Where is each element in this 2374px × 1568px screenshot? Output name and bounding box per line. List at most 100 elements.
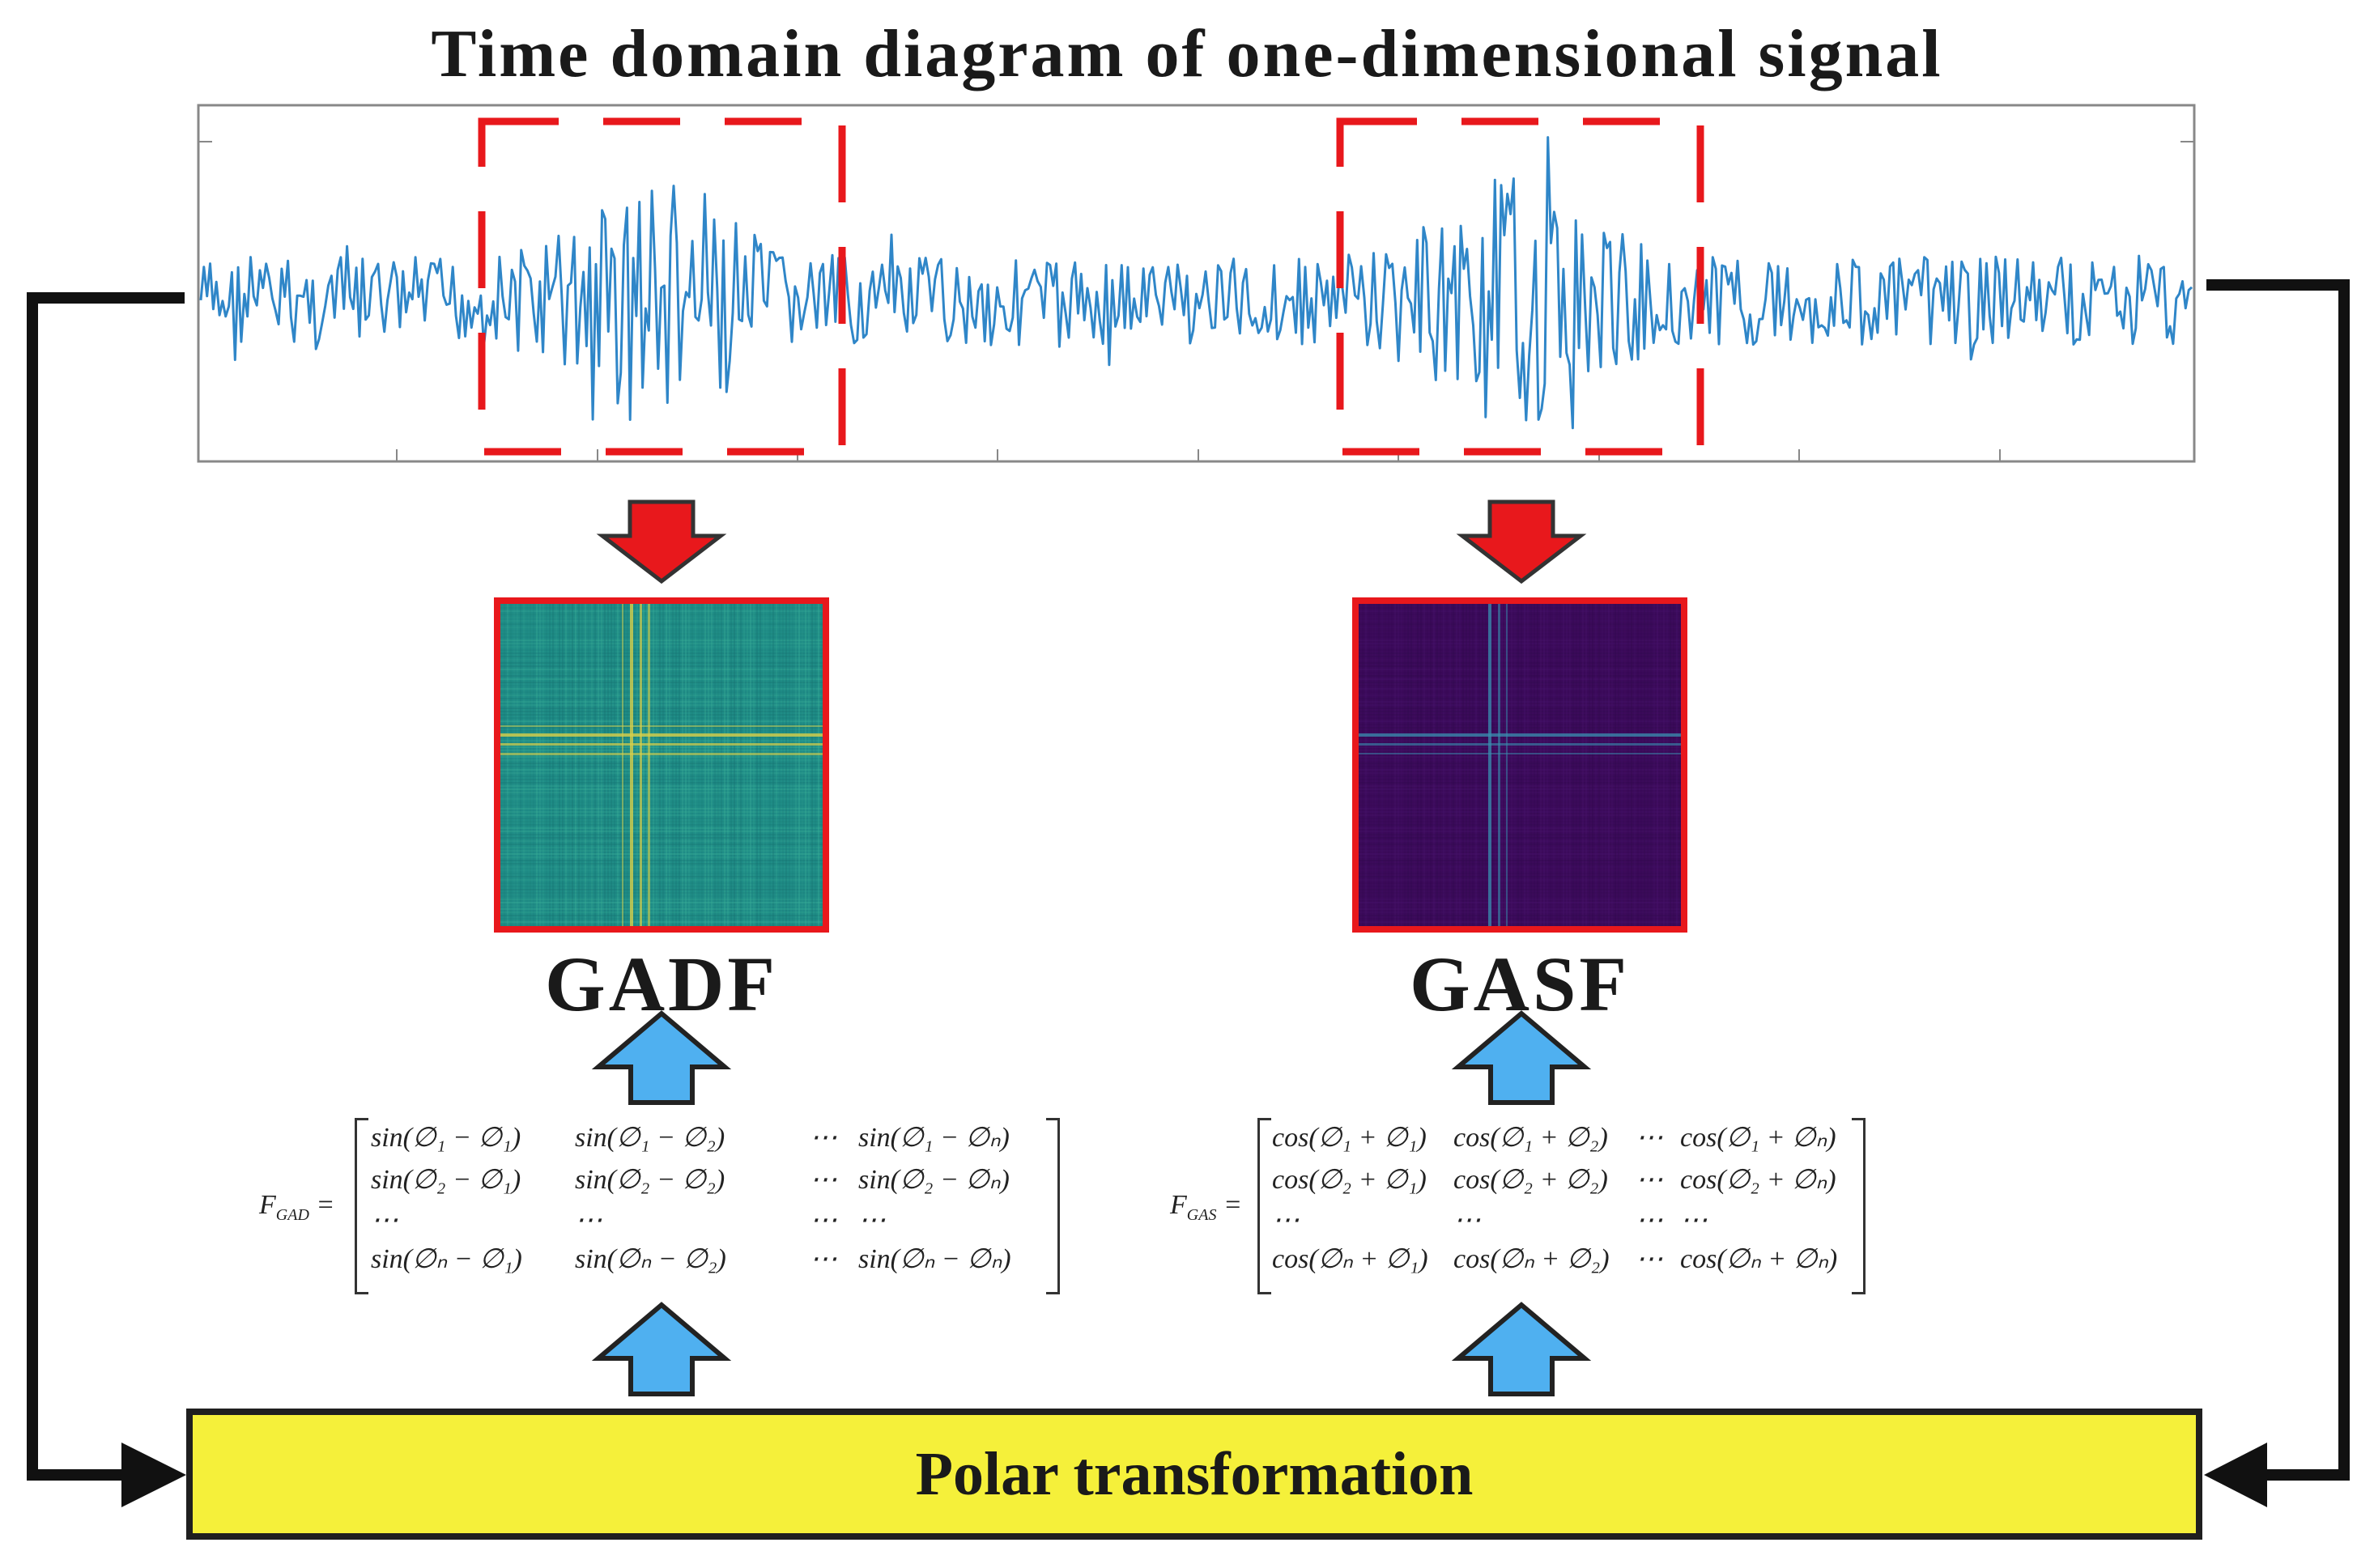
- gaf-texture-line: [1359, 843, 1681, 845]
- gaf-texture-line: [1359, 746, 1681, 748]
- gaf-texture-line: [1359, 620, 1681, 622]
- gaf-texture-line: [500, 811, 823, 813]
- gaf-texture-line: [555, 604, 557, 926]
- gaf-texture-line: [1521, 604, 1522, 926]
- gaf-texture-line: [701, 604, 703, 926]
- gaf-texture-line: [734, 604, 735, 926]
- gaf-texture-line: [500, 843, 823, 845]
- gaf-texture-line: [698, 604, 700, 926]
- matrix-cell: sin(∅ₙ − ∅₁): [371, 1244, 522, 1274]
- gaf-texture-line: [695, 604, 696, 926]
- matrix-cell: cos(∅ₙ + ∅₁): [1272, 1244, 1428, 1274]
- gaf-texture-line: [682, 604, 683, 926]
- gaf-texture-line: [500, 834, 823, 835]
- gaf-texture-line: [1670, 604, 1671, 926]
- connector-right-arrowhead: [2204, 1443, 2267, 1507]
- gaf-cross-band-vertical: [1506, 604, 1508, 926]
- gaf-texture-line: [500, 717, 823, 719]
- gaf-texture-line: [1534, 604, 1535, 926]
- matrix-cell: cos(∅₁ + ∅₁): [1272, 1123, 1427, 1153]
- gaf-texture-line: [1359, 892, 1681, 894]
- gaf-texture-line: [759, 604, 761, 926]
- gaf-texture-line: [1359, 856, 1681, 858]
- gaf-texture-line: [500, 750, 823, 751]
- gaf-texture-line: [708, 604, 709, 926]
- gaf-texture-line: [1453, 604, 1454, 926]
- gaf-texture-line: [500, 873, 823, 874]
- matrix-cell: ⋯: [575, 1205, 602, 1235]
- polar-transformation-label: Polar transformation: [915, 1439, 1474, 1508]
- gaf-texture-line: [1582, 604, 1584, 926]
- gaf-texture-line: [1359, 869, 1681, 871]
- polar-transformation-box: Polar transformation: [186, 1409, 2202, 1540]
- gaf-texture-line: [753, 604, 755, 926]
- gaf-texture-line: [500, 915, 823, 916]
- matrix-cell: cos(∅₁ + ∅₂): [1453, 1123, 1608, 1153]
- gaf-texture-line: [500, 856, 823, 858]
- gaf-texture-line: [500, 853, 823, 855]
- gaf-texture-line: [1359, 882, 1681, 884]
- gaf-texture-line: [1359, 714, 1681, 716]
- gaf-texture-line: [1679, 604, 1681, 926]
- gaf-texture-line: [1368, 604, 1370, 926]
- gaf-texture-line: [565, 604, 567, 926]
- gaf-texture-line: [1478, 604, 1480, 926]
- gaf-texture-line: [500, 640, 823, 641]
- gaf-texture-line: [500, 879, 823, 881]
- gaf-texture-line: [500, 792, 823, 793]
- matrix-cell: sin(∅₁ − ∅ₙ): [858, 1123, 1010, 1153]
- gaf-texture-line: [500, 695, 823, 696]
- gaf-texture-line: [1359, 678, 1681, 680]
- gaf-texture-line: [1359, 782, 1681, 784]
- gaf-texture-line: [1362, 604, 1364, 926]
- gaf-texture-line: [500, 850, 823, 852]
- gaf-texture-line: [811, 604, 813, 926]
- gasf-matrix-lhs: FGAS =: [1170, 1190, 1242, 1224]
- gaf-texture-line: [672, 604, 674, 926]
- gaf-texture-line: [1359, 902, 1681, 903]
- gaf-texture-line: [772, 604, 774, 926]
- gadf-matrix-lhs-symbol: F: [259, 1190, 276, 1220]
- gaf-texture-line: [517, 604, 518, 926]
- gaf-texture-line: [1359, 827, 1681, 829]
- matrix-cell: ⋯: [810, 1123, 837, 1153]
- gadf-matrix-lhs-subscript: GAD: [275, 1205, 309, 1224]
- gaf-cross-band-horizontal: [1359, 733, 1681, 737]
- gaf-texture-line: [1359, 899, 1681, 900]
- gaf-texture-line: [1359, 788, 1681, 790]
- gaf-texture-line: [1359, 610, 1681, 612]
- gaf-texture-line: [1449, 604, 1451, 926]
- gaf-texture-line: [500, 814, 823, 816]
- gaf-texture-line: [500, 646, 823, 648]
- gaf-background: [1359, 604, 1681, 926]
- gaf-texture-line: [724, 604, 725, 926]
- gaf-texture-line: [1359, 649, 1681, 651]
- gaf-cross-band-horizontal: [500, 725, 823, 727]
- gaf-texture-line: [1359, 698, 1681, 699]
- gaf-texture-line: [1443, 604, 1444, 926]
- gaf-texture-line: [1611, 604, 1613, 926]
- gaf-texture-line: [1605, 604, 1606, 926]
- up-arrow-gadf-upper: [591, 1010, 732, 1105]
- gaf-texture-line: [1359, 921, 1681, 923]
- gaf-texture-line: [500, 908, 823, 910]
- gaf-texture-line: [1359, 915, 1681, 916]
- gaf-texture-line: [504, 604, 505, 926]
- gaf-texture-line: [1472, 604, 1474, 926]
- gaf-texture-line: [730, 604, 732, 926]
- gaf-texture-line: [1359, 675, 1681, 677]
- gaf-texture-line: [1359, 837, 1681, 839]
- up-arrow-gasf-upper: [1451, 1010, 1592, 1105]
- gaf-texture-line: [1359, 863, 1681, 865]
- gaf-texture-line: [607, 604, 609, 926]
- gaf-texture-line: [1359, 604, 1681, 606]
- gaf-texture-line: [1359, 908, 1681, 910]
- gaf-texture-line: [747, 604, 748, 926]
- gaf-texture-line: [598, 604, 599, 926]
- gaf-texture-line: [1359, 795, 1681, 797]
- gaf-texture-line: [1547, 604, 1548, 926]
- gaf-cross-band-vertical: [648, 604, 650, 926]
- gaf-texture-line: [1650, 604, 1652, 926]
- gaf-texture-line: [500, 614, 823, 615]
- gaf-texture-line: [1482, 604, 1483, 926]
